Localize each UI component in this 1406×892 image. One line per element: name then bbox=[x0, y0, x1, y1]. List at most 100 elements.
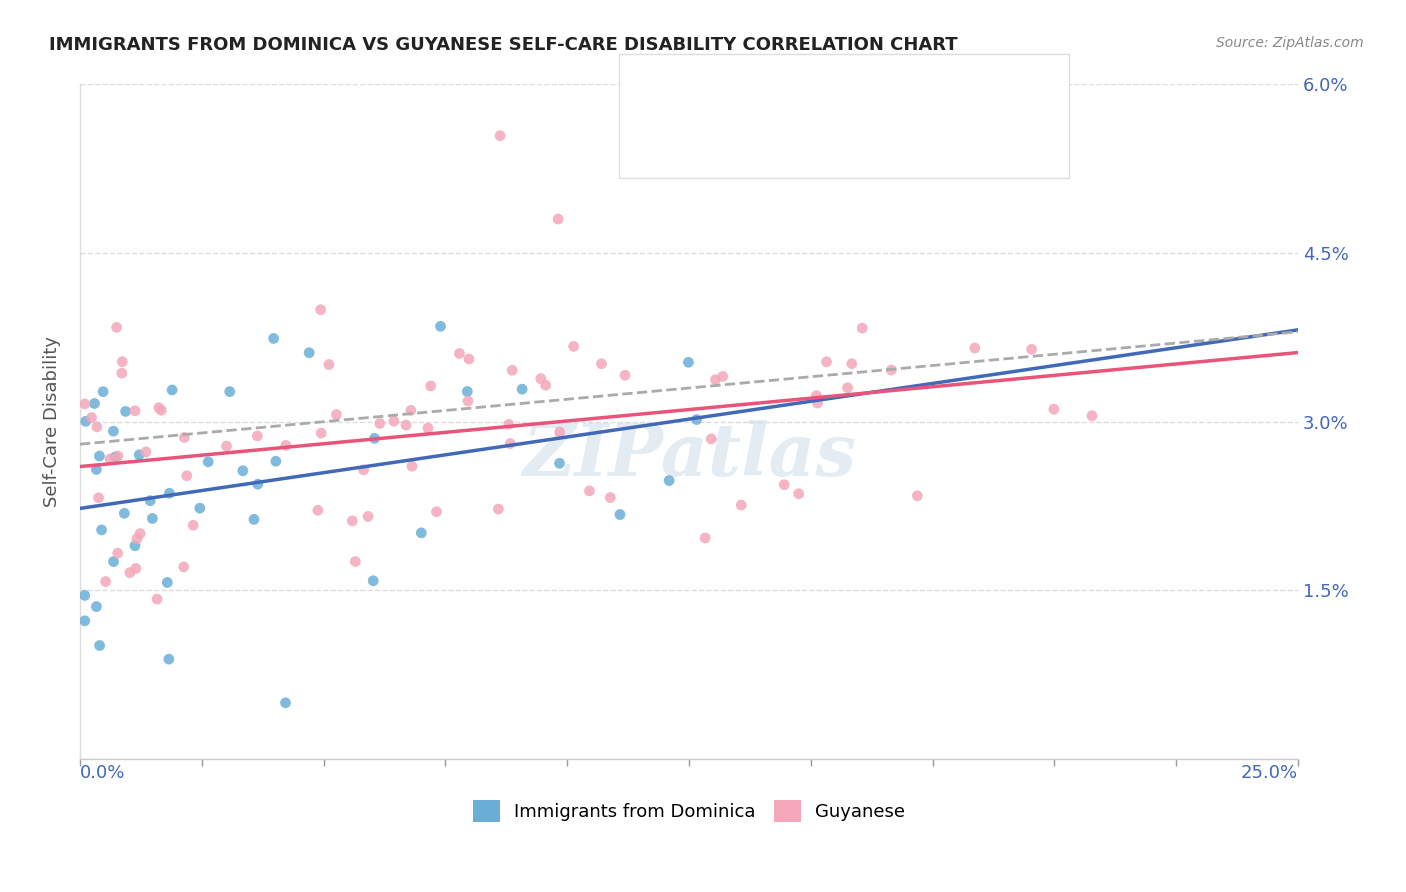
Point bbox=[773, 477, 796, 491]
Point bbox=[309, 426, 332, 441]
Point bbox=[128, 448, 150, 462]
Point bbox=[173, 430, 195, 444]
Point bbox=[263, 331, 285, 345]
Point bbox=[399, 403, 422, 417]
Point bbox=[548, 456, 571, 470]
Point bbox=[141, 511, 163, 525]
Point bbox=[188, 501, 211, 516]
Point bbox=[157, 652, 180, 666]
Point bbox=[156, 575, 179, 590]
Point bbox=[124, 539, 146, 553]
Point bbox=[486, 502, 509, 516]
Point bbox=[83, 396, 105, 410]
Text: R = 0.078   N = 44: R = 0.078 N = 44 bbox=[717, 91, 918, 111]
Text: R = 0.269   N = 80: R = 0.269 N = 80 bbox=[717, 131, 918, 151]
Point bbox=[103, 555, 125, 569]
Point bbox=[118, 566, 141, 580]
Point bbox=[806, 389, 828, 403]
Point bbox=[114, 404, 136, 418]
Point bbox=[905, 489, 928, 503]
Point bbox=[395, 418, 418, 433]
Point bbox=[103, 424, 125, 438]
Point bbox=[411, 525, 433, 540]
Text: ZIPatlas: ZIPatlas bbox=[522, 420, 856, 491]
Point bbox=[457, 393, 479, 408]
Text: 0.0%: 0.0% bbox=[80, 764, 125, 782]
Point bbox=[86, 462, 108, 476]
Point bbox=[806, 396, 828, 410]
Point bbox=[342, 514, 364, 528]
Point bbox=[246, 477, 269, 491]
Point bbox=[318, 358, 340, 372]
Point bbox=[86, 599, 108, 614]
Point bbox=[344, 555, 367, 569]
Point bbox=[700, 432, 723, 446]
Point bbox=[678, 355, 700, 369]
Point bbox=[562, 339, 585, 353]
Point bbox=[298, 345, 321, 359]
Point bbox=[357, 509, 380, 524]
Point bbox=[232, 464, 254, 478]
Point bbox=[73, 397, 96, 411]
Point bbox=[837, 381, 859, 395]
Point bbox=[851, 321, 873, 335]
Point bbox=[510, 382, 533, 396]
Point bbox=[963, 341, 986, 355]
Point bbox=[125, 532, 148, 546]
Point bbox=[309, 302, 332, 317]
Point bbox=[578, 483, 600, 498]
Point bbox=[1043, 402, 1066, 417]
Point bbox=[86, 420, 108, 434]
Point bbox=[148, 401, 170, 415]
Point bbox=[489, 128, 512, 143]
Point bbox=[401, 459, 423, 474]
Point bbox=[98, 452, 121, 467]
Point bbox=[534, 378, 557, 392]
Point bbox=[90, 523, 112, 537]
Point bbox=[501, 363, 523, 377]
Point bbox=[456, 384, 478, 399]
Point bbox=[614, 368, 637, 383]
Point bbox=[73, 614, 96, 628]
Point bbox=[243, 512, 266, 526]
Point bbox=[125, 561, 148, 575]
Point bbox=[307, 503, 329, 517]
Point bbox=[107, 449, 129, 463]
Point bbox=[695, 531, 717, 545]
Point bbox=[429, 319, 451, 334]
Y-axis label: Self-Care Disability: Self-Care Disability bbox=[44, 336, 60, 508]
Point bbox=[215, 439, 238, 453]
Point bbox=[75, 414, 97, 428]
Point bbox=[498, 417, 520, 432]
Point bbox=[87, 491, 110, 505]
Point bbox=[425, 505, 447, 519]
Point bbox=[815, 355, 838, 369]
Point bbox=[787, 487, 810, 501]
Legend: Immigrants from Dominica, Guyanese: Immigrants from Dominica, Guyanese bbox=[464, 791, 914, 831]
Point bbox=[274, 438, 297, 452]
Text: IMMIGRANTS FROM DOMINICA VS GUYANESE SELF-CARE DISABILITY CORRELATION CHART: IMMIGRANTS FROM DOMINICA VS GUYANESE SEL… bbox=[49, 36, 957, 54]
Point bbox=[711, 369, 734, 384]
Point bbox=[599, 491, 621, 505]
Point bbox=[107, 546, 129, 560]
Point bbox=[181, 518, 204, 533]
Point bbox=[146, 592, 169, 607]
Point bbox=[730, 498, 752, 512]
Point bbox=[197, 455, 219, 469]
Text: 25.0%: 25.0% bbox=[1241, 764, 1298, 782]
Point bbox=[94, 574, 117, 589]
Point bbox=[609, 508, 631, 522]
Point bbox=[80, 410, 103, 425]
Point bbox=[419, 379, 441, 393]
Point bbox=[685, 412, 707, 426]
Point bbox=[104, 450, 127, 464]
Point bbox=[841, 357, 863, 371]
Point bbox=[361, 574, 384, 588]
Bar bbox=[655, 125, 702, 156]
Point bbox=[89, 639, 111, 653]
Point bbox=[547, 212, 569, 227]
Point bbox=[91, 384, 114, 399]
Point bbox=[73, 588, 96, 602]
Point bbox=[274, 696, 297, 710]
Point bbox=[218, 384, 240, 399]
